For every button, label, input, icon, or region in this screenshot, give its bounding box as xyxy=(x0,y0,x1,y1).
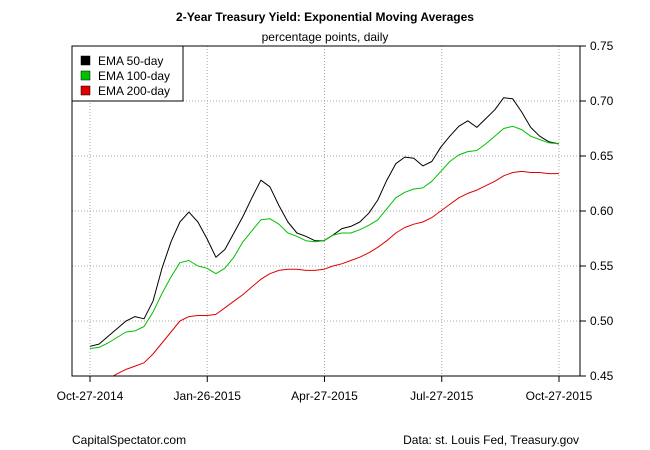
legend-swatch xyxy=(80,85,91,96)
y-tick-label: 0.55 xyxy=(590,259,614,273)
y-axis: 0.45 0.50 0.55 0.60 0.65 0.70 0.75 xyxy=(580,39,614,383)
series-line-ema-100-day xyxy=(89,125,560,349)
legend-box xyxy=(71,45,184,102)
y-tick-label: 0.70 xyxy=(590,94,614,108)
x-tick-label: Jul-27-2015 xyxy=(410,389,474,403)
series-lines xyxy=(89,97,560,376)
grid xyxy=(72,45,580,377)
legend-swatch xyxy=(80,70,91,81)
y-tick-label: 0.65 xyxy=(590,149,614,163)
legend-label: EMA 100-day xyxy=(98,69,170,83)
x-tick-label: Jan-26-2015 xyxy=(174,389,242,403)
legend-label: EMA 50-day xyxy=(98,54,163,68)
footer-source-site: CapitalSpectator.com xyxy=(72,433,187,447)
chart-title: 2-Year Treasury Yield: Exponential Movin… xyxy=(176,10,474,24)
y-tick-label: 0.50 xyxy=(590,314,614,328)
legend-label: EMA 200-day xyxy=(98,84,170,98)
x-tick-label: Apr-27-2015 xyxy=(291,389,358,403)
y-tick-label: 0.60 xyxy=(590,204,614,218)
series-line-ema-200-day xyxy=(112,170,559,376)
legend-swatch xyxy=(80,55,91,66)
y-tick-label: 0.45 xyxy=(590,369,614,383)
y-tick-label: 0.75 xyxy=(590,39,614,53)
footer-data-credit: Data: st. Louis Fed, Treasury.gov xyxy=(403,433,579,447)
x-tick-label: Oct-27-2015 xyxy=(526,389,593,403)
x-axis: Oct-27-2014 Jan-26-2015 Apr-27-2015 Jul-27-… xyxy=(57,376,593,403)
chart-subtitle: percentage points, daily xyxy=(262,30,389,44)
x-tick-label: Oct-27-2014 xyxy=(57,389,124,403)
series-line-ema-50-day xyxy=(89,97,560,347)
